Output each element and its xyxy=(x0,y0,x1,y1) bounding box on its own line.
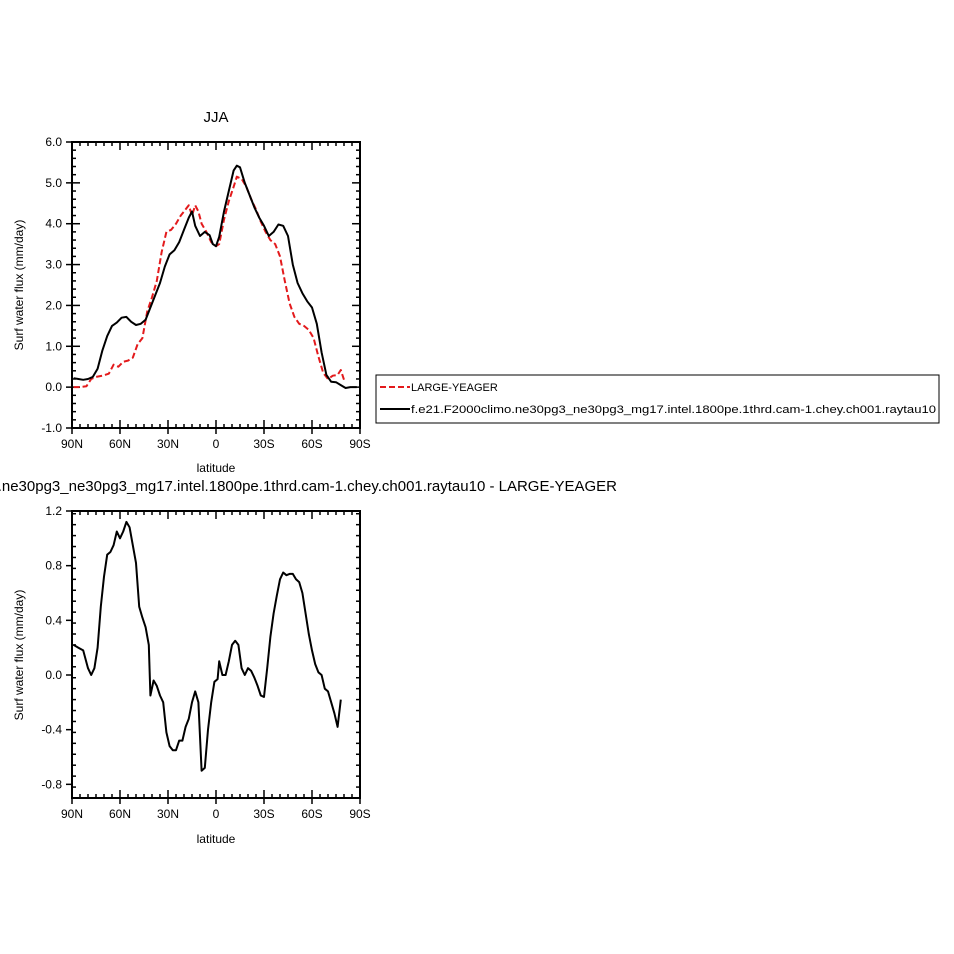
top-x-tick-label: 30N xyxy=(157,437,179,451)
bottom-x-axis-title: latitude xyxy=(197,832,236,846)
bottom-y-ticks: -0.8 -0.4 0.0 0.4 0.8 1.2 xyxy=(41,504,360,799)
top-y-tick-label: 3.0 xyxy=(45,258,62,272)
top-x-tick-label: 90S xyxy=(349,437,370,451)
bottom-x-tick-label: 0 xyxy=(213,807,220,821)
top-x-tick-label: 90N xyxy=(61,437,83,451)
top-series-line-1 xyxy=(73,164,357,389)
legend-label-large-yeager: LARGE-YEAGER xyxy=(411,382,498,394)
top-x-tick-label: 60N xyxy=(109,437,131,451)
legend: LARGE-YEAGER f.e21.F2000climo.ne30pg3_ne… xyxy=(375,374,940,424)
top-y-tick-label: 5.0 xyxy=(45,176,62,190)
bottom-panel: f.e21.F2000climo.ne30pg3_ne30pg3_mg17.in… xyxy=(0,478,617,846)
top-panel: JJA -1.0 0.0 1.0 2.0 3.0 4.0 5.0 6.0 90N 60N 30N 0… xyxy=(12,109,371,475)
top-y-tick-label: 1.0 xyxy=(45,339,62,353)
bottom-x-tick-label: 60S xyxy=(301,807,322,821)
top-series-lines xyxy=(73,164,357,389)
legend-box xyxy=(375,374,940,424)
top-y-axis-title: Surf water flux (mm/day) xyxy=(12,220,26,351)
top-y-tick-label: 6.0 xyxy=(45,135,62,149)
top-y-ticks: -1.0 0.0 1.0 2.0 3.0 4.0 5.0 6.0 xyxy=(41,135,360,435)
bottom-y-tick-label: 0.0 xyxy=(45,668,62,682)
top-y-tick-label: -1.0 xyxy=(41,421,62,435)
top-panel-title: JJA xyxy=(203,109,228,126)
top-x-tick-label: 60S xyxy=(301,437,322,451)
top-x-axis-title: latitude xyxy=(197,461,236,475)
top-y-tick-label: 0.0 xyxy=(45,380,62,394)
bottom-y-tick-label: -0.8 xyxy=(41,777,62,791)
bottom-y-tick-label: 1.2 xyxy=(45,504,62,518)
top-y-tick-label: 2.0 xyxy=(45,298,62,312)
top-plot-frame xyxy=(71,141,361,429)
top-y-tick-label: 4.0 xyxy=(45,217,62,231)
bottom-x-ticks: 90N 60N 30N 0 30S 60S 90S xyxy=(61,511,371,821)
bottom-y-tick-label: 0.4 xyxy=(45,613,62,627)
bottom-plot-frame xyxy=(71,510,361,799)
top-x-ticks: 90N 60N 30N 0 30S 60S 90S xyxy=(61,142,371,451)
bottom-series-lines xyxy=(73,520,342,772)
bottom-x-tick-label: 90S xyxy=(349,807,370,821)
bottom-x-tick-label: 30N xyxy=(157,807,179,821)
bottom-x-tick-label: 60N xyxy=(109,807,131,821)
top-x-tick-label: 0 xyxy=(213,437,220,451)
bottom-x-tick-label: 90N xyxy=(61,807,83,821)
bottom-panel-title: f.e21.F2000climo.ne30pg3_ne30pg3_mg17.in… xyxy=(0,478,617,495)
top-series-line-0 xyxy=(73,175,345,389)
top-x-tick-label: 30S xyxy=(253,437,274,451)
bottom-x-tick-label: 30S xyxy=(253,807,274,821)
legend-label-raytau10: f.e21.F2000climo.ne30pg3_ne30pg3_mg17.in… xyxy=(411,404,936,416)
bottom-y-tick-label: -0.4 xyxy=(41,723,62,737)
bottom-y-tick-label: 0.8 xyxy=(45,559,62,573)
bottom-series-line-0 xyxy=(73,520,342,772)
bottom-y-axis-title: Surf water flux (mm/day) xyxy=(12,590,26,721)
